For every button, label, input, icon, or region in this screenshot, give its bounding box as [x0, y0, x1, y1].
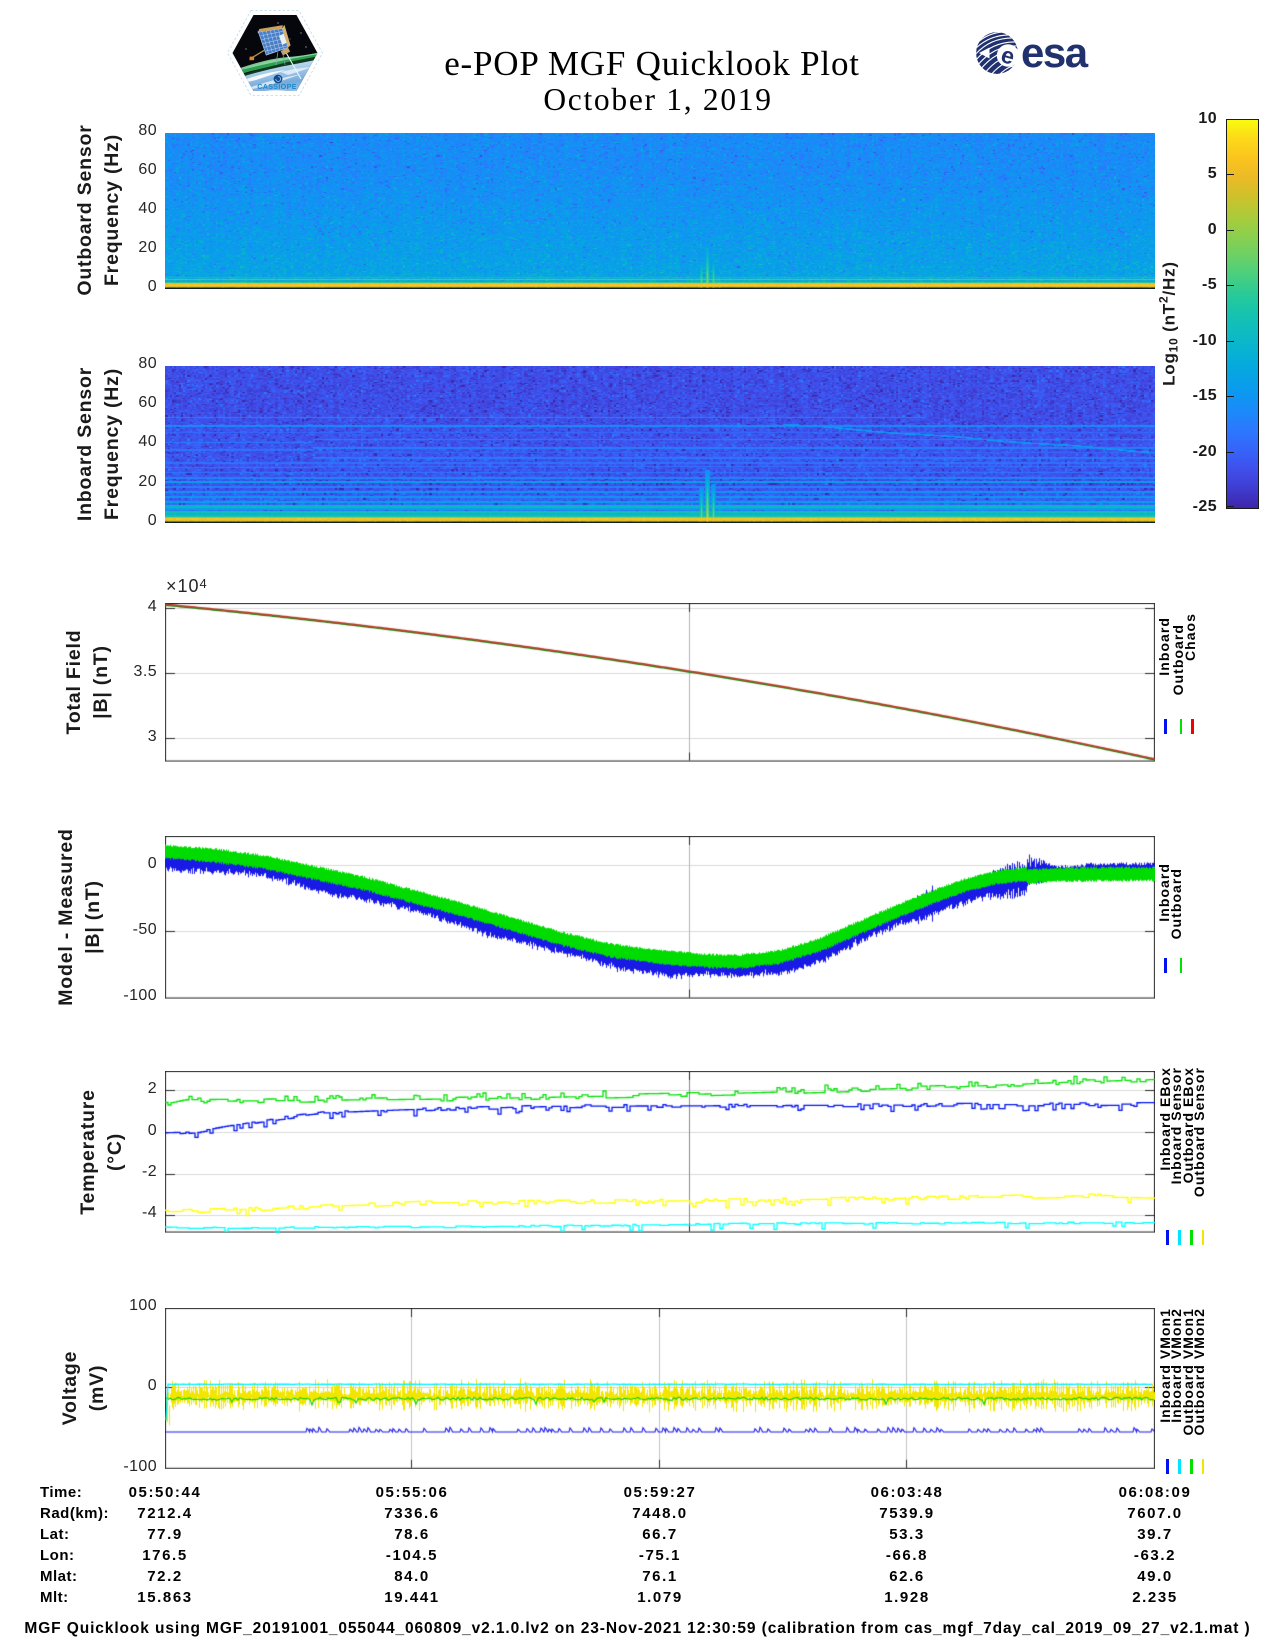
- svg-text:CASSIOPE: CASSIOPE: [257, 82, 297, 91]
- svg-text:esa: esa: [1021, 29, 1089, 76]
